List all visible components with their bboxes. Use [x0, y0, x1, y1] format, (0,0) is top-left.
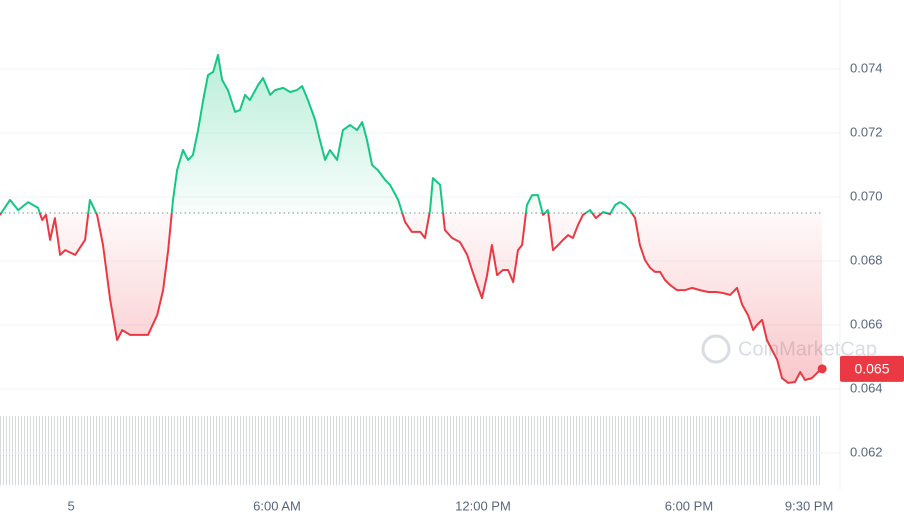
x-tick-label: 5: [67, 498, 74, 513]
x-tick-label: 6:00 AM: [253, 498, 301, 513]
price-line: [0, 53, 823, 384]
y-tick-label: 0.068: [850, 252, 883, 267]
y-tick-label: 0.064: [850, 380, 883, 395]
y-tick-label: 0.070: [850, 188, 883, 203]
price-tag-label: 0.065: [854, 361, 889, 377]
x-tick-label: 6:00 PM: [665, 498, 713, 513]
x-tick-label: 9:30 PM: [785, 498, 833, 513]
volume-bars: [0, 416, 822, 485]
y-tick-label: 0.066: [850, 316, 883, 331]
price-tag: [840, 355, 904, 382]
y-tick-label: 0.072: [850, 124, 883, 139]
last-point: [817, 364, 827, 374]
x-tick-label: 12:00 PM: [455, 498, 511, 513]
y-tick-label: 0.074: [850, 60, 883, 75]
price-area: [0, 54, 823, 383]
watermark-logo: [701, 334, 731, 364]
y-tick-label: 0.062: [850, 444, 883, 459]
